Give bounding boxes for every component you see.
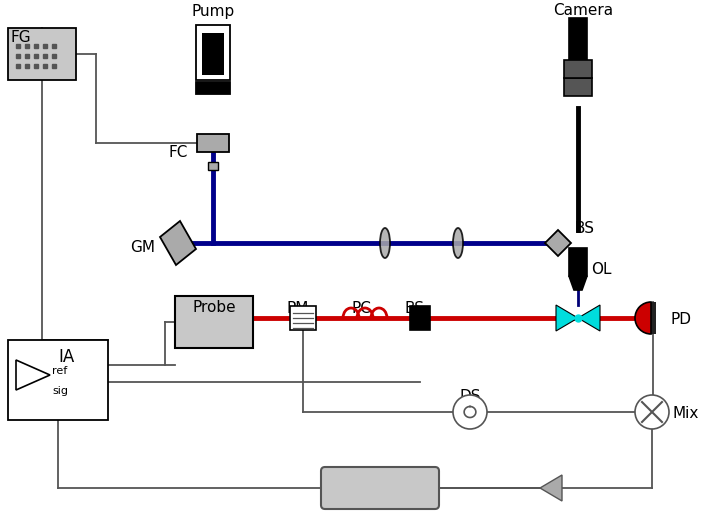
- Bar: [569, 18, 587, 90]
- Text: FC: FC: [168, 145, 187, 160]
- Polygon shape: [569, 276, 587, 290]
- Text: IA: IA: [58, 348, 74, 366]
- Bar: [651, 302, 656, 334]
- Text: PD: PD: [671, 313, 692, 328]
- Text: FG: FG: [10, 30, 31, 45]
- Text: Camera: Camera: [553, 3, 613, 18]
- Bar: [197, 134, 229, 152]
- Polygon shape: [545, 230, 571, 256]
- Bar: [410, 306, 430, 330]
- Text: Probe: Probe: [192, 300, 236, 315]
- Text: OL: OL: [591, 262, 611, 277]
- Bar: [8, 28, 76, 80]
- Text: Mix: Mix: [673, 407, 699, 421]
- Bar: [175, 296, 253, 348]
- Text: Pump: Pump: [192, 4, 235, 19]
- Polygon shape: [540, 475, 562, 501]
- Wedge shape: [635, 302, 651, 334]
- Bar: [8, 340, 108, 420]
- Bar: [564, 60, 592, 78]
- Circle shape: [453, 395, 487, 429]
- Bar: [196, 25, 230, 80]
- Bar: [564, 78, 592, 96]
- Text: sig: sig: [52, 386, 68, 396]
- Bar: [196, 82, 230, 94]
- Text: PM: PM: [287, 301, 309, 316]
- Polygon shape: [578, 305, 600, 331]
- Bar: [290, 306, 316, 330]
- Text: BS: BS: [575, 221, 595, 236]
- Bar: [569, 248, 587, 276]
- FancyBboxPatch shape: [321, 467, 439, 509]
- Text: PC: PC: [351, 301, 371, 316]
- Ellipse shape: [453, 228, 463, 258]
- Polygon shape: [160, 221, 196, 265]
- Polygon shape: [16, 360, 50, 390]
- Text: DS: DS: [459, 389, 481, 404]
- Ellipse shape: [380, 228, 390, 258]
- Text: GM: GM: [130, 240, 155, 254]
- Text: PID: PID: [365, 479, 395, 497]
- Text: BS: BS: [404, 301, 424, 316]
- Bar: [202, 33, 224, 75]
- Bar: [208, 162, 218, 170]
- Polygon shape: [556, 305, 578, 331]
- Circle shape: [635, 395, 669, 429]
- Text: ref: ref: [52, 366, 67, 376]
